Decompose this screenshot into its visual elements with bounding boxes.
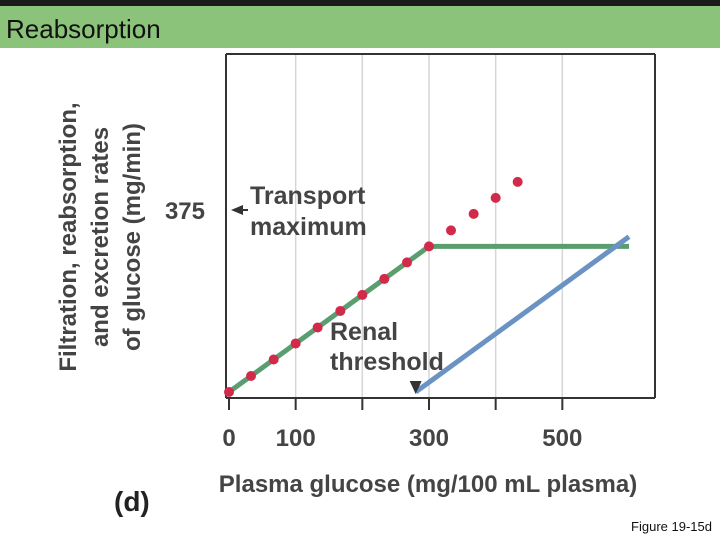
filtration-point: [335, 305, 346, 316]
y-axis-label-line-3: of glucose (mg/min): [119, 123, 146, 351]
transport-maximum-label: maximum: [250, 213, 367, 241]
filtration-point: [246, 370, 256, 381]
filtration-point: [357, 289, 368, 300]
plot-frame: [225, 53, 656, 410]
excretion-line: [414, 234, 631, 395]
series: [224, 176, 631, 397]
transport-maximum-arrow-head: [231, 205, 243, 215]
filtration-point: [402, 257, 412, 268]
grid: [294, 54, 564, 398]
filtration-point: [312, 322, 323, 333]
filtration-point: [268, 354, 279, 365]
x-tick-label-500: 500: [542, 425, 582, 452]
filtration-point: [224, 387, 234, 397]
x-tick-label-100: 100: [276, 425, 316, 452]
renal-threshold-label: threshold: [330, 348, 444, 376]
tick-labels: 0 100 300 500 375: [165, 198, 582, 452]
filtration-point: [379, 273, 390, 284]
y-tick-label-375: 375: [165, 198, 205, 225]
filtration-point: [424, 241, 434, 252]
panel-label: (d): [114, 486, 150, 517]
y-axis-label-line-2: and excretion rates: [87, 127, 114, 347]
filtration-point: [290, 338, 301, 349]
transport-maximum-label: Transport: [250, 182, 366, 210]
renal-threshold-arrow-head: [409, 381, 422, 394]
y-axis-label-line-1: Filtration, reabsorption,: [55, 102, 82, 371]
figure-caption: Figure 19-15d: [631, 519, 712, 534]
filtration-point: [468, 208, 479, 219]
slide-title: Reabsorption: [6, 14, 161, 44]
x-axis-label: Plasma glucose (mg/100 mL plasma): [219, 471, 637, 498]
filtration-point: [490, 192, 501, 203]
axis-labels: Plasma glucose (mg/100 mL plasma) Filtrat…: [55, 102, 637, 498]
renal-threshold-label: Renal: [330, 318, 398, 346]
filtration-point: [446, 225, 456, 236]
filtration-point: [512, 176, 523, 187]
x-tick-label-0: 0: [222, 425, 235, 452]
title-bar: Reabsorption: [0, 0, 720, 48]
x-tick-label-300: 300: [409, 425, 449, 452]
